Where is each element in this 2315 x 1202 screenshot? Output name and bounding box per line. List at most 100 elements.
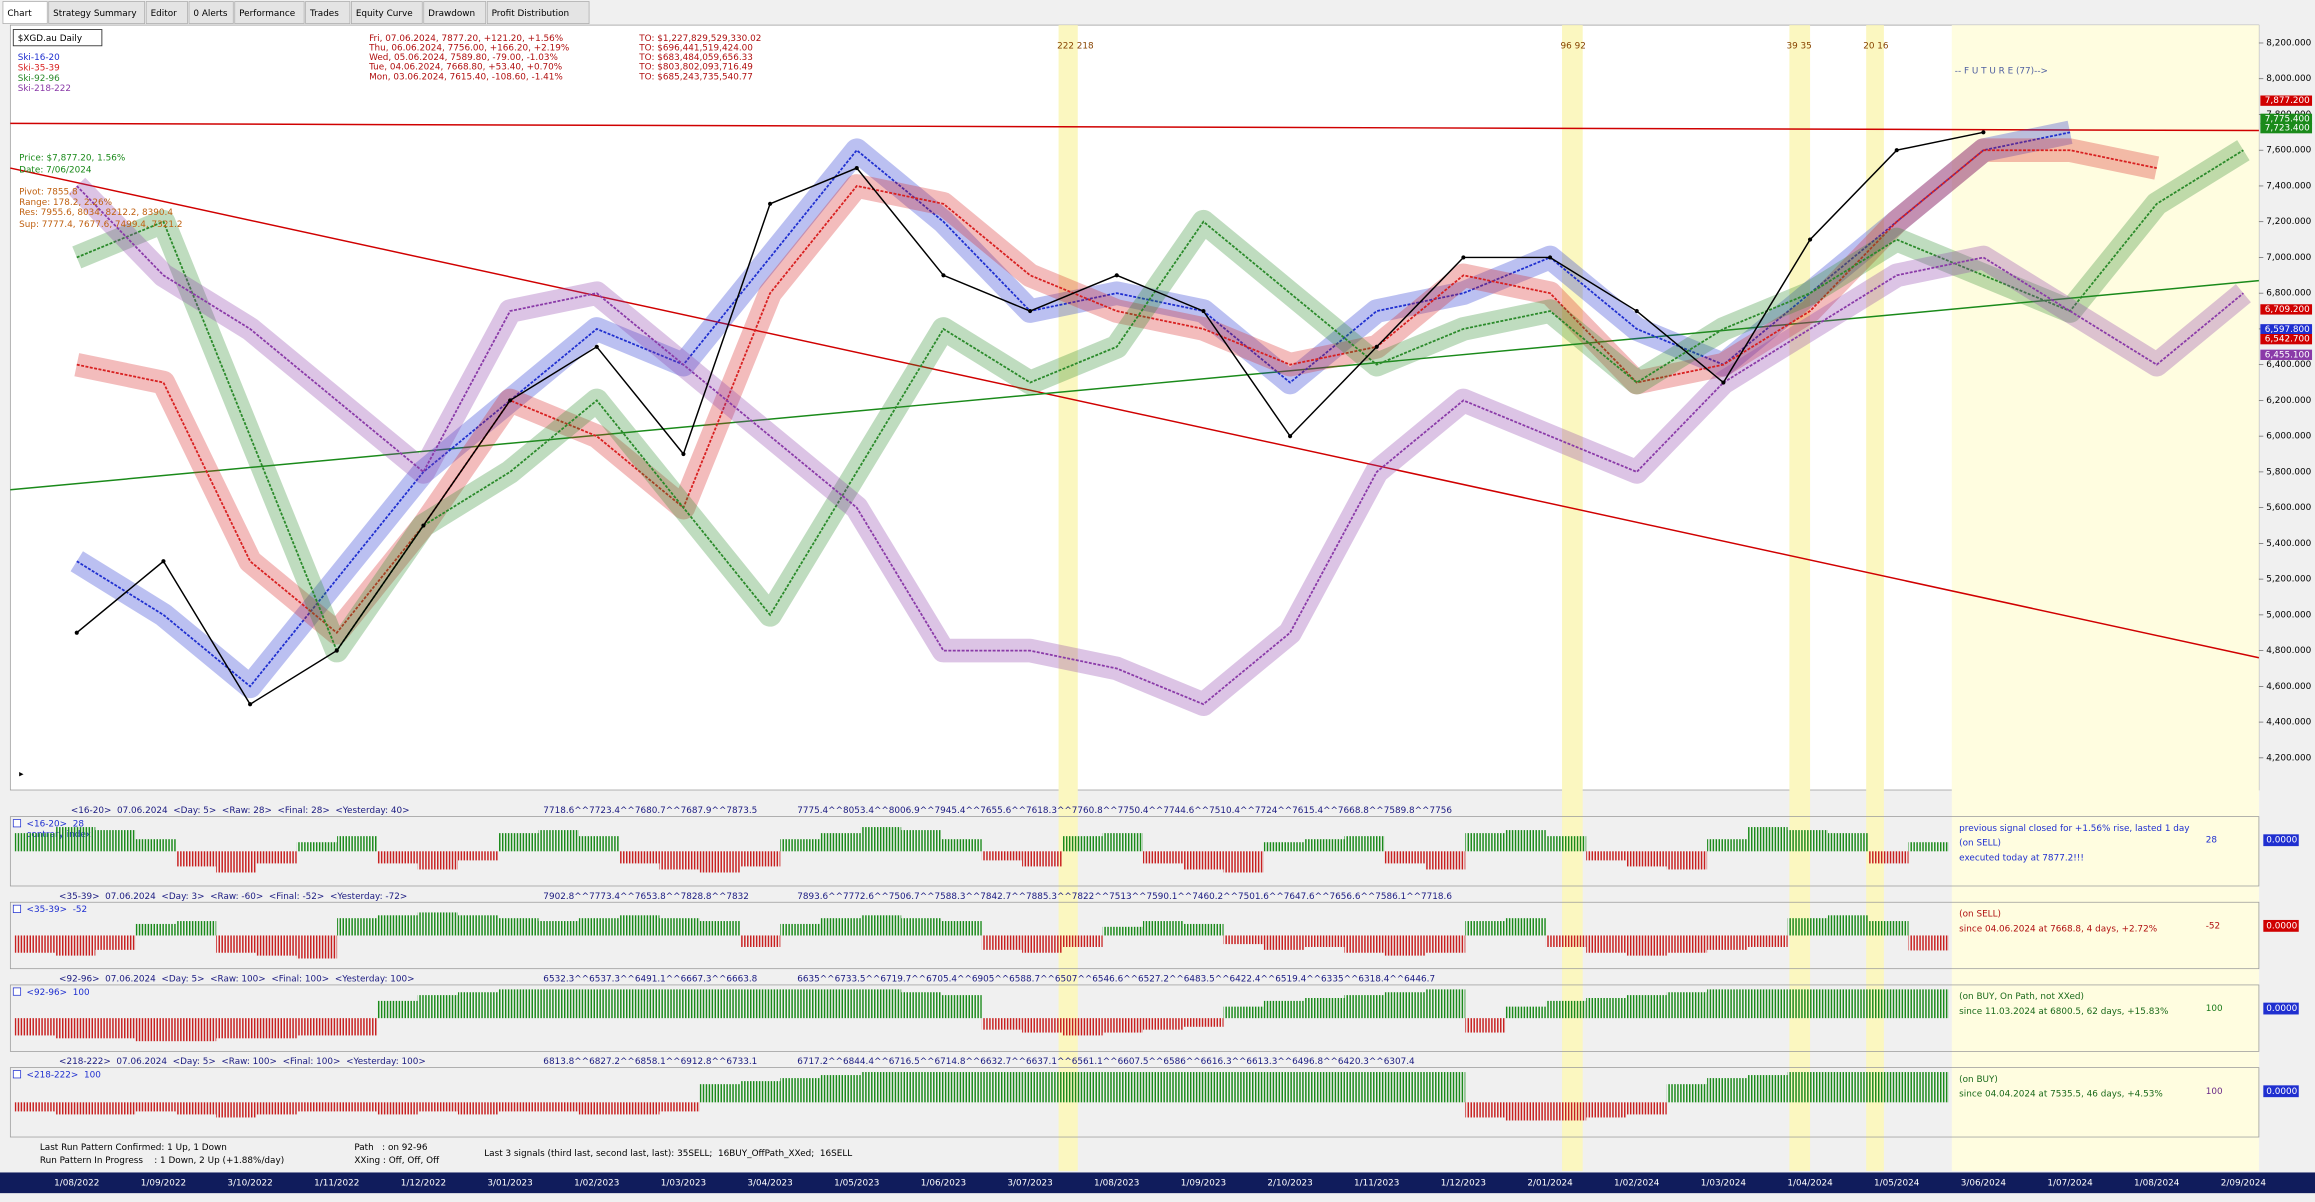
tab-label[interactable]: Editor [151,9,178,19]
tab[interactable] [48,1,146,24]
signal-bar [1304,1072,1345,1103]
tab[interactable] [145,1,188,24]
signal-bar [1263,1000,1305,1019]
signal-bar [1626,1102,1667,1115]
signal-bar [1747,989,1788,1019]
tab-label[interactable]: Performance [239,9,295,19]
price-point [74,630,79,635]
y-tick-label: 4,200.000 [2266,753,2311,763]
signal-bar [1707,935,1748,950]
legend-entry: Ski-35-39 [18,63,60,73]
x-tick-label: 1/03/2023 [661,1178,706,1188]
cycle-marker: 20 16 [1863,41,1889,51]
signal-bar [1586,1102,1627,1118]
signal-bar [1545,935,1587,947]
tab-label[interactable]: Strategy Summary [53,9,136,19]
signal-bar [538,989,579,1019]
x-axis-bar [0,1172,2315,1194]
quote-line: Thu, 06.06.2024, 7756.00, +166.20, +2.19… [368,43,569,53]
x-tick-label: 3/10/2022 [227,1178,272,1188]
signal-bar [740,851,781,867]
signal-bar [538,1102,579,1112]
value-box [2263,1002,2299,1015]
signal-status: previous signal closed for +1.56% rise, … [1959,824,2189,834]
cycle-band [1789,25,1811,1171]
x-tick-label: 3/04/2023 [747,1178,792,1188]
status-text: Path : on 92-96 [354,1143,428,1153]
price-tag-label: 7,877.200 [2265,96,2310,106]
tab[interactable] [2,1,48,24]
signal-bar [659,851,700,870]
signal-bar [498,918,539,936]
x-tick-label: 1/02/2023 [574,1178,619,1188]
collapse-button[interactable] [12,987,22,996]
signal-bar [296,842,338,852]
indicator-line [76,131,2071,688]
signal-bar [578,989,620,1019]
turnover-line: TO: $683,484,059,656.33 [638,53,753,63]
signal-bar [1183,1072,1224,1103]
signal-bar [619,1102,660,1115]
signal-bar [1142,921,1184,936]
tab[interactable] [305,1,351,24]
collapse-button[interactable] [12,819,22,828]
price-tag-label: 6,455.100 [2265,350,2310,360]
signal-bar [1102,833,1143,852]
signal-bar [860,915,902,936]
signal-bar [1384,1072,1426,1103]
price-tag [2260,333,2313,345]
indicator-panel [9,901,2260,970]
signal-bar [95,935,136,950]
tab-label[interactable]: Profit Distribution [492,9,569,19]
price-point [1288,434,1293,439]
signal-bar [216,935,257,953]
tab-label[interactable]: Chart [7,9,32,19]
legend-entry: Ski-16-20 [18,53,60,63]
signal-bar [1263,935,1305,950]
signal-score: 100 [2206,1004,2223,1014]
price-point [681,451,686,457]
price-point [1548,255,1553,260]
signal-bar [1868,851,1909,864]
tab[interactable] [486,1,590,24]
tab-label[interactable]: Drawdown [428,9,475,19]
signal-bar [1827,1072,1869,1103]
indicator-panel [9,984,2260,1052]
play-arrow[interactable]: ▸ [19,769,24,779]
y-tick-label: 7,000.000 [2266,253,2311,263]
signal-bar [1344,836,1385,852]
signal-bar [860,989,902,1019]
tab[interactable] [234,1,305,24]
status-text: XXing : Off, Off, Off [354,1156,440,1166]
signal-bar [1868,1072,1909,1103]
tab[interactable] [188,1,234,24]
signal-bar [457,851,499,861]
turnover-line: TO: $1,227,829,529,330.02 [638,34,761,44]
tab-label[interactable]: Trades [309,9,339,19]
tab-label[interactable]: Equity Curve [356,9,413,19]
tab-label[interactable]: 0 Alerts [193,9,227,19]
signal-bar [1223,1006,1264,1019]
info-line: Pivot: 7855.8 [19,187,78,197]
signal-bar [1626,851,1667,867]
signal-bar [1183,851,1224,870]
signal-bar [578,1102,620,1115]
signal-bar [256,935,297,956]
collapse-button[interactable] [12,1070,22,1079]
sequence: 6532.3^^6537.3^^6491.1^^6667.3^^6663.8 [543,975,757,985]
signal-bar [1465,921,1506,936]
signal-bar [337,918,378,936]
cycle-marker: 96 92 [1561,41,1586,51]
tab[interactable] [423,1,487,24]
collapse-button[interactable] [12,904,22,913]
signal-bar [941,1072,982,1103]
signal-bar [1142,851,1184,864]
signal-bar [578,836,620,852]
signal-bar [780,1078,821,1103]
signal-bar [1223,935,1264,945]
chart-title: $XGD.au Daily [18,34,82,44]
tab[interactable] [351,1,423,24]
price-point [421,523,426,528]
price-tag [2260,113,2313,125]
signal-bar [699,851,741,873]
